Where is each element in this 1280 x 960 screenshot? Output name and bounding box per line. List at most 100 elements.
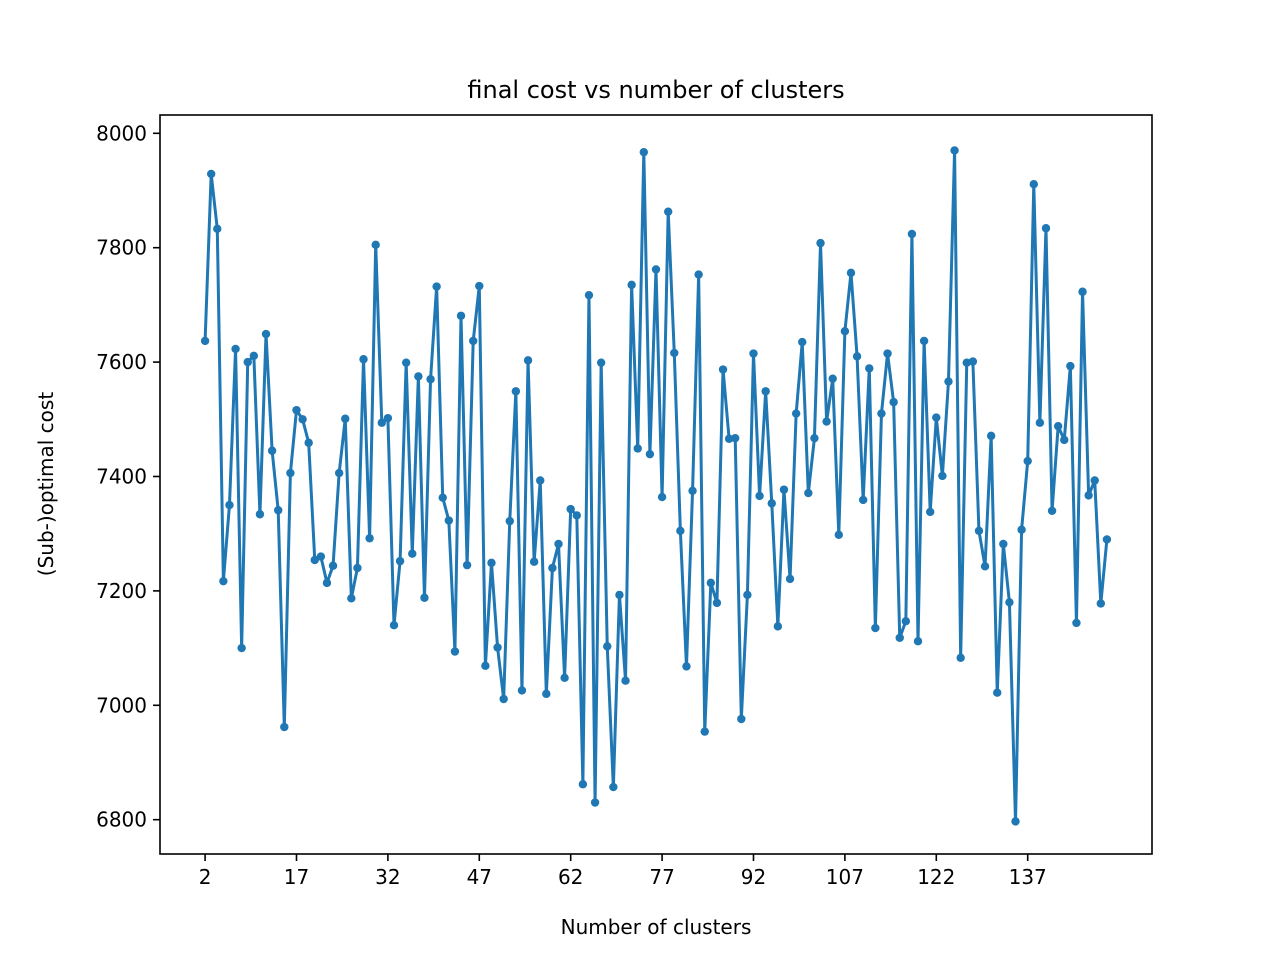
data-point	[956, 653, 965, 663]
data-point	[462, 560, 472, 570]
x-tick-label: 17	[284, 865, 309, 889]
data-point	[213, 224, 222, 234]
data-point	[328, 561, 338, 570]
data-point	[603, 642, 612, 651]
y-tick-label: 8000	[96, 121, 147, 145]
data-point	[682, 662, 691, 671]
data-point	[584, 290, 594, 300]
x-tick-label: 62	[558, 865, 583, 889]
data-point	[444, 516, 454, 525]
data-point	[938, 471, 947, 481]
data-point	[706, 578, 716, 588]
data-point	[1023, 456, 1032, 466]
data-point	[450, 647, 460, 656]
chart-title: final cost vs number of clusters	[467, 76, 844, 104]
data-point	[968, 357, 978, 366]
data-point	[401, 358, 411, 367]
data-point	[700, 727, 709, 736]
data-point	[840, 327, 850, 336]
data-point	[274, 506, 283, 515]
data-point	[773, 622, 783, 631]
data-point	[761, 387, 770, 396]
data-point	[852, 352, 862, 361]
data-point	[542, 689, 551, 699]
data-point	[633, 444, 642, 453]
data-point	[858, 495, 868, 505]
data-point	[1053, 421, 1063, 431]
data-point	[712, 598, 722, 608]
data-point	[785, 574, 795, 584]
data-point	[1011, 817, 1020, 826]
data-point	[596, 358, 606, 367]
data-point	[779, 485, 789, 494]
y-tick-label: 7800	[96, 236, 147, 260]
data-point	[487, 558, 496, 568]
data-point	[828, 374, 837, 383]
data-point	[371, 240, 380, 250]
data-point	[255, 510, 265, 519]
data-point	[810, 433, 819, 443]
y-tick-label: 7600	[96, 350, 147, 374]
data-point	[1078, 287, 1087, 296]
data-point	[572, 511, 581, 520]
data-point	[456, 311, 466, 320]
data-point	[926, 507, 935, 517]
data-point	[377, 418, 386, 427]
data-point	[694, 270, 703, 279]
data-point	[651, 265, 661, 274]
data-point	[219, 576, 228, 586]
x-tick-label: 47	[467, 865, 492, 889]
data-point	[395, 556, 405, 566]
data-point	[475, 281, 484, 291]
data-point	[438, 493, 447, 502]
data-point	[1096, 599, 1106, 608]
x-tick-label: 107	[826, 865, 864, 889]
data-point	[798, 337, 807, 347]
data-point	[639, 147, 649, 157]
y-axis-ticks: 6800 7000 7200 7400 7600 7800 8000	[96, 121, 160, 832]
data-point	[1017, 525, 1026, 534]
data-point	[822, 417, 831, 426]
data-point	[1035, 418, 1045, 427]
data-point	[895, 633, 904, 642]
data-point	[298, 415, 307, 424]
data-point	[432, 282, 441, 291]
data-point	[310, 555, 319, 565]
data-point	[200, 336, 210, 346]
data-point	[469, 336, 478, 346]
data-point	[932, 413, 941, 422]
data-point	[499, 694, 508, 704]
data-point	[420, 593, 429, 602]
x-axis-label: Number of clusters	[561, 915, 752, 939]
data-point	[846, 268, 856, 278]
data-point	[816, 238, 825, 248]
x-tick-label: 77	[649, 865, 674, 889]
data-point	[1066, 361, 1075, 371]
data-point	[986, 431, 996, 441]
y-tick-label: 7400	[96, 464, 147, 488]
data-point	[621, 676, 630, 685]
data-point	[804, 488, 813, 498]
data-point	[901, 617, 911, 626]
data-point	[511, 387, 521, 396]
data-point	[718, 365, 728, 374]
data-point	[950, 146, 959, 155]
data-point	[609, 782, 618, 792]
data-point	[578, 780, 588, 789]
data-point	[529, 557, 539, 566]
data-point	[231, 344, 240, 354]
data-point	[877, 409, 886, 418]
data-point	[383, 413, 393, 423]
data-point	[1005, 598, 1014, 607]
data-point	[523, 356, 533, 365]
data-point	[225, 500, 234, 510]
data-point	[1090, 476, 1099, 485]
data-point	[1102, 535, 1112, 544]
data-point	[688, 486, 697, 495]
data-point	[919, 336, 929, 346]
data-point	[206, 169, 216, 179]
data-point	[657, 492, 667, 502]
data-point	[993, 688, 1002, 697]
data-point	[755, 491, 764, 501]
